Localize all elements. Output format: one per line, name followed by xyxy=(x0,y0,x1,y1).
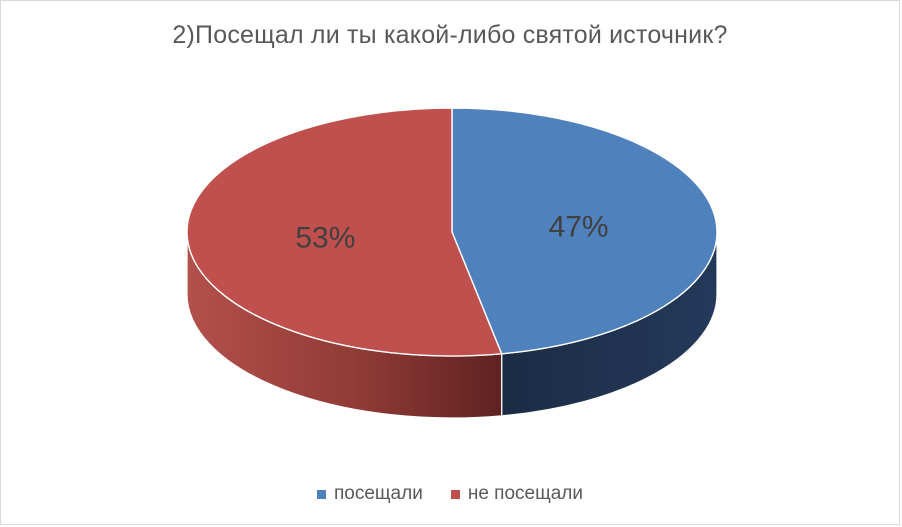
legend-label-visited: посещали xyxy=(334,483,423,504)
pie-data-label-1: 53% xyxy=(295,222,355,255)
pie-data-label-0: 47% xyxy=(549,210,609,243)
chart-title: 2)Посещал ли ты какой-либо святой источн… xyxy=(172,21,728,49)
legend-swatch-visited xyxy=(317,489,326,499)
legend-swatch-not-visited xyxy=(450,489,460,499)
legend-item-not-visited: не посещали xyxy=(450,483,583,505)
pie-slice-1 xyxy=(186,107,503,357)
legend: посещали не посещали xyxy=(1,483,899,505)
pie-chart-plot: 47% 53% xyxy=(186,107,718,419)
legend-item-visited: посещали xyxy=(317,483,423,505)
pie-slice-0 xyxy=(451,107,718,355)
pie-group: 47% 53% xyxy=(186,107,718,419)
legend-label-not-visited: не посещали xyxy=(467,483,583,504)
